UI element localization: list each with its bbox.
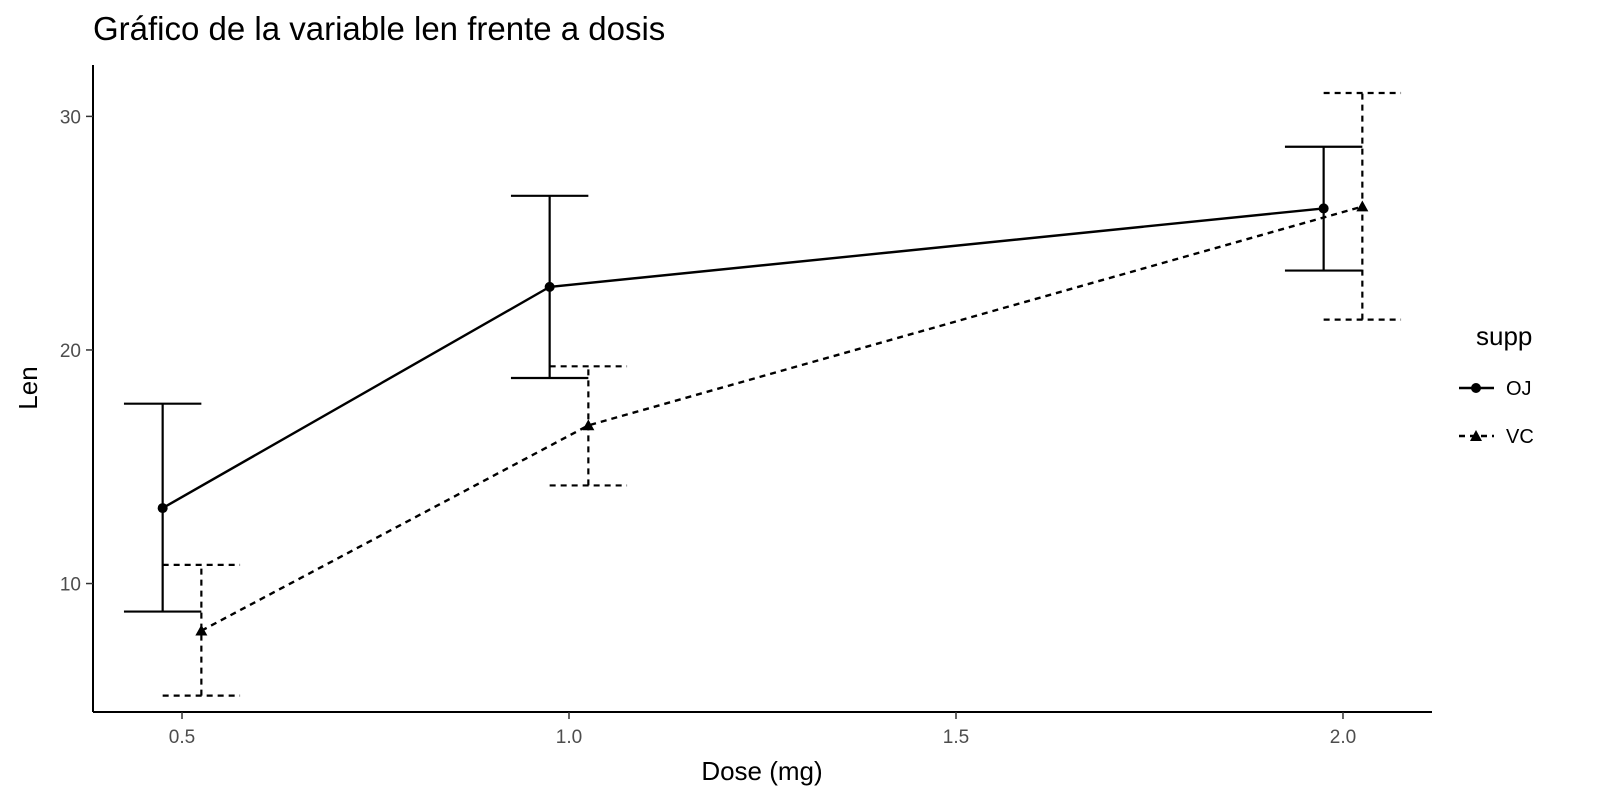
series-vc bbox=[162, 91, 1402, 697]
legend-key-marker bbox=[1470, 430, 1482, 441]
data-point bbox=[1356, 200, 1369, 212]
data-point bbox=[1318, 203, 1329, 214]
data-point bbox=[582, 419, 595, 431]
chart-title: Gráfico de la variable len frente a dosi… bbox=[93, 10, 666, 47]
y-tick-label: 20 bbox=[60, 341, 81, 362]
x-tick-label: 1.0 bbox=[556, 727, 582, 748]
legend-label: VC bbox=[1506, 426, 1534, 448]
legend-key-marker bbox=[1471, 383, 1481, 393]
data-point bbox=[157, 503, 168, 514]
x-axis-title: Dose (mg) bbox=[701, 756, 822, 786]
y-tick-label: 10 bbox=[60, 575, 81, 596]
legend-item-oj: OJ bbox=[1459, 378, 1532, 400]
y-axis-title: Len bbox=[13, 366, 43, 409]
data-point bbox=[544, 281, 555, 292]
x-tick-label: 0.5 bbox=[169, 727, 195, 748]
legend-item-vc: VC bbox=[1459, 426, 1534, 448]
legend-title: supp bbox=[1476, 321, 1532, 351]
legend-label: OJ bbox=[1506, 378, 1532, 400]
series-line bbox=[162, 207, 1324, 510]
x-tick-label: 2.0 bbox=[1330, 727, 1356, 748]
data-point bbox=[195, 624, 208, 636]
series-oj bbox=[123, 145, 1363, 613]
x-tick-label: 1.5 bbox=[943, 727, 969, 748]
y-tick-label: 30 bbox=[60, 107, 81, 128]
legend: supp OJ VC bbox=[1459, 321, 1534, 448]
series-line bbox=[200, 205, 1363, 632]
